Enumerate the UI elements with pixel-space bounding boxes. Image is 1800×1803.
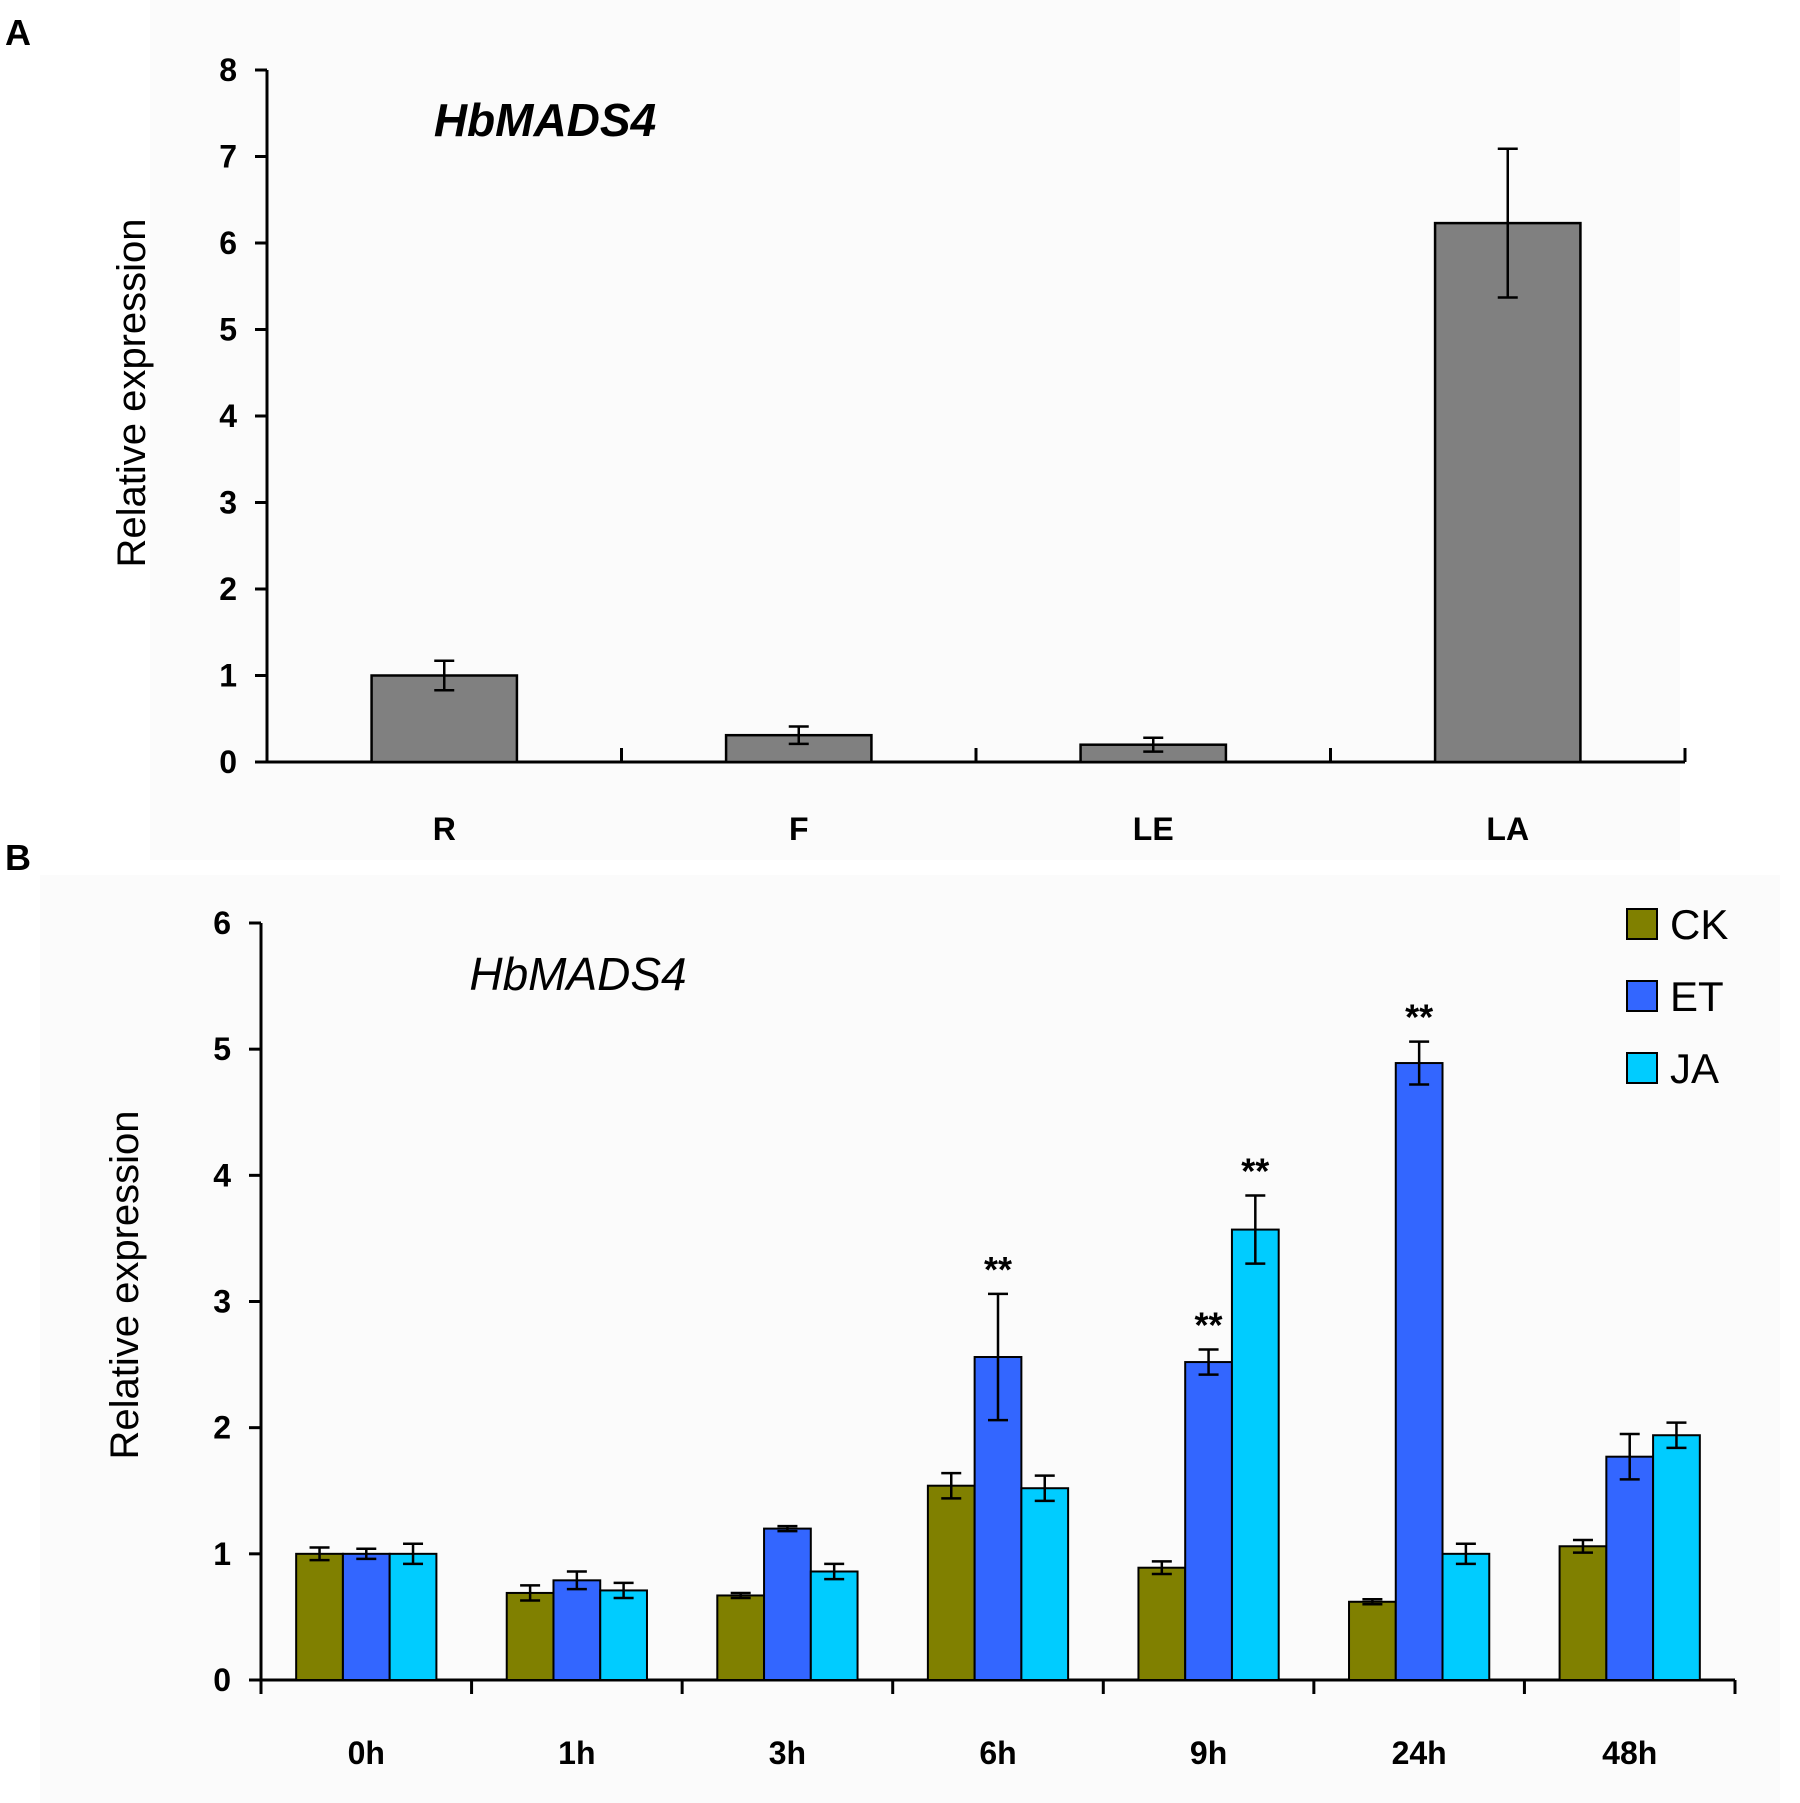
- panel-b-significance-mark: **: [1195, 1304, 1223, 1345]
- legend-swatch-JA: [1626, 1052, 1658, 1084]
- panel-b-bar-JA-3h: [809, 1570, 859, 1682]
- panel-b-bar-JA-24h: [1441, 1552, 1491, 1682]
- panel-a-y-tick-label: 1: [219, 658, 237, 694]
- panel-b-chart: 0 1 2 3 4 5 6 0h 1h 3h ** 6h ** ** 9h ** 24h 48h HbMADS4 Re…: [103, 901, 1737, 1771]
- panel-a-bar-LA: [1433, 221, 1582, 764]
- panel-b-x-tick-label: 0h: [348, 1735, 385, 1771]
- legend-swatch-ET: [1626, 980, 1658, 1012]
- panel-b-title: HbMADS4: [469, 948, 686, 1000]
- panel-b-bar-JA-6h: [1020, 1487, 1070, 1682]
- panel-b-bar-CK-0h: [295, 1552, 344, 1682]
- panel-b-bar-CK-6h: [926, 1484, 976, 1682]
- panel-a-y-tick-label: 6: [219, 225, 237, 261]
- panel-b-x-tick-label: 9h: [1190, 1735, 1227, 1771]
- panel-b-bar-CK-3h: [716, 1594, 766, 1682]
- legend-swatch-CK: [1626, 908, 1658, 940]
- panel-b-bar-JA-48h: [1652, 1434, 1701, 1682]
- panel-a-x-tick-label: R: [433, 811, 456, 847]
- panel-a-y-tick-label: 2: [219, 571, 237, 607]
- panel-b-bar-CK-24h: [1348, 1600, 1397, 1681]
- panel-a-y-tick-label: 0: [219, 744, 237, 780]
- panel-b-bar-CK-48h: [1558, 1545, 1608, 1681]
- panel-b-bar-JA-9h: [1230, 1228, 1280, 1681]
- panel-b-y-tick-label: 2: [213, 1410, 231, 1446]
- panel-b-significance-mark: **: [984, 1249, 1012, 1290]
- legend-label-JA: JA: [1670, 1045, 1719, 1092]
- panel-b-significance-mark: **: [1405, 997, 1433, 1038]
- panel-b-bar-ET-48h: [1605, 1455, 1655, 1682]
- panel-b-bar-CK-1h: [505, 1591, 555, 1681]
- panel-b-y-axis-label: Relative expression: [103, 1110, 147, 1459]
- panel-a-y-tick-label: 8: [219, 52, 237, 88]
- panel-b-bar-CK-9h: [1137, 1566, 1187, 1681]
- panel-b-x-tick-label: 6h: [979, 1735, 1016, 1771]
- panel-b-bar-ET-0h: [341, 1552, 391, 1682]
- panel-a-x-tick-label: LE: [1133, 811, 1174, 847]
- panel-b-bar-JA-1h: [599, 1589, 648, 1681]
- panel-a-title: HbMADS4: [434, 94, 656, 146]
- panel-b-y-tick-label: 6: [213, 905, 231, 941]
- panel-b-x-tick-label: 1h: [558, 1735, 595, 1771]
- panel-a-letter: A: [5, 12, 31, 53]
- legend-label-CK: CK: [1670, 901, 1728, 948]
- panel-b-letter: B: [5, 837, 31, 878]
- panel-b-x-tick-label: 24h: [1392, 1735, 1447, 1771]
- panel-a-x-tick-label: F: [789, 811, 809, 847]
- panel-b-bar-ET-9h: [1184, 1361, 1233, 1682]
- panel-b-x-tick-label: 3h: [769, 1735, 806, 1771]
- panel-b-bar-JA-0h: [388, 1552, 438, 1682]
- panel-a-y-tick-label: 7: [219, 139, 237, 175]
- panel-b-significance-mark: **: [1241, 1151, 1269, 1192]
- panel-a-y-tick-label: 4: [219, 398, 237, 434]
- panel-b-bar-ET-1h: [552, 1579, 602, 1682]
- panel-b-y-tick-label: 1: [213, 1536, 231, 1572]
- panel-b-x-tick-label: 48h: [1602, 1735, 1657, 1771]
- panel-a-y-tick-label: 3: [219, 485, 237, 521]
- panel-b-y-tick-label: 4: [213, 1157, 231, 1193]
- panel-b-y-tick-label: 3: [213, 1284, 231, 1320]
- panel-a-y-axis-label: Relative expression: [110, 218, 154, 567]
- panel-b-y-tick-label: 0: [213, 1662, 231, 1698]
- legend-label-ET: ET: [1670, 973, 1724, 1020]
- panel-a-x-tick-label: LA: [1486, 811, 1529, 847]
- panel-b-y-tick-label: 5: [213, 1031, 231, 1067]
- panel-a-chart: 0 1 2 3 4 5 6 7 8 R F LE LA HbMADS4 Relative expressio…: [110, 52, 1687, 847]
- panel-b-bar-ET-3h: [763, 1527, 812, 1681]
- panel-a-y-tick-label: 5: [219, 312, 237, 348]
- panel-b-bar-ET-24h: [1394, 1062, 1444, 1682]
